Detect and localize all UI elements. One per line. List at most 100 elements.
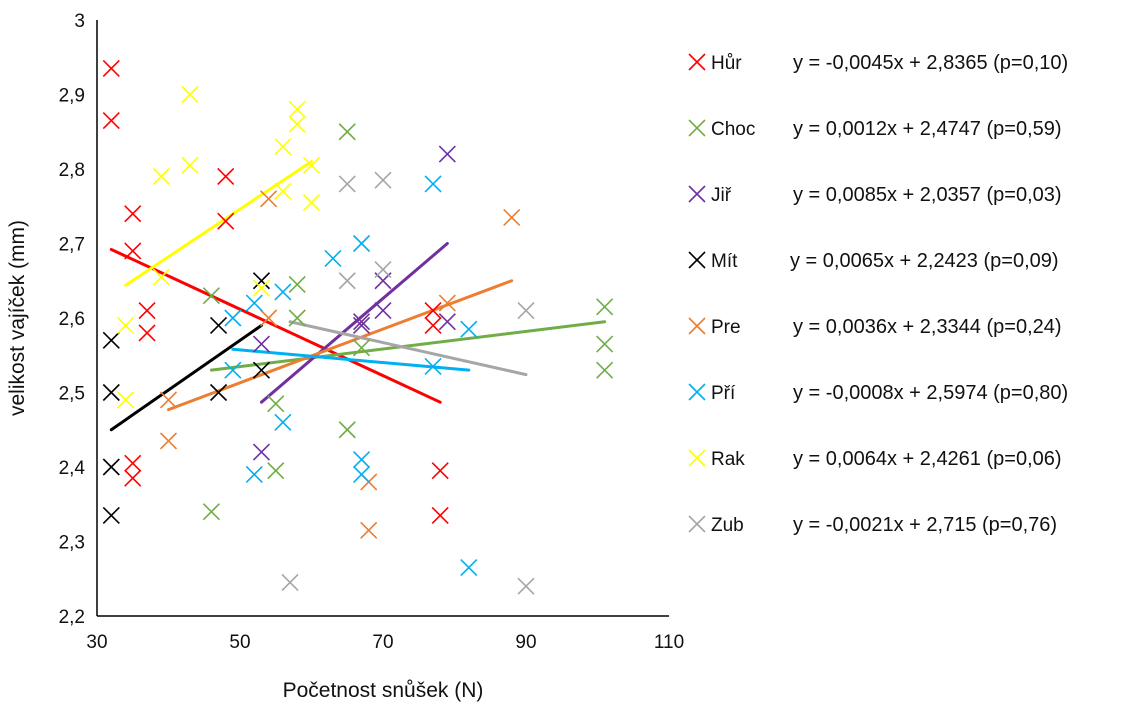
data-point bbox=[260, 190, 278, 208]
trendline-jiř bbox=[259, 242, 449, 404]
legend-marker bbox=[688, 515, 706, 533]
data-point bbox=[138, 324, 156, 342]
data-point bbox=[224, 361, 242, 379]
data-point bbox=[274, 138, 292, 156]
legend-label: Mít bbox=[711, 251, 738, 272]
trend-equation: y = 0,0065x + 2,2423 (p=0,09) bbox=[790, 250, 1059, 272]
axes: 30 50 70 90 110 2,2 2,3 2,4 2,5 2,6 2,7 2,8 2,9 3 bbox=[59, 11, 685, 653]
data-point bbox=[267, 395, 285, 413]
data-point bbox=[596, 335, 614, 353]
x-axis-title: Početnost snůšek (N) bbox=[283, 679, 484, 702]
data-point bbox=[117, 316, 135, 335]
legend-label: Rak bbox=[711, 449, 745, 470]
data-point bbox=[352, 234, 371, 253]
legend-marker bbox=[688, 449, 706, 467]
legend-marker bbox=[688, 383, 706, 401]
trendline-pre bbox=[167, 279, 514, 412]
data-point bbox=[424, 175, 442, 193]
data-point bbox=[124, 454, 142, 472]
trend-equation: y = 0,0036x + 2,3344 (p=0,24) bbox=[793, 316, 1062, 338]
x-tick-label: 70 bbox=[372, 632, 393, 653]
legend-marker bbox=[688, 119, 706, 137]
trend-equation: y = 0,0012x + 2,4747 (p=0,59) bbox=[793, 118, 1062, 140]
data-point bbox=[596, 298, 614, 316]
data-point bbox=[503, 208, 521, 226]
data-point bbox=[438, 294, 456, 312]
data-point bbox=[102, 331, 120, 349]
data-point bbox=[252, 335, 271, 353]
data-point bbox=[209, 316, 228, 335]
data-point bbox=[224, 309, 242, 327]
data-point bbox=[117, 391, 135, 409]
data-point bbox=[245, 294, 263, 312]
data-point bbox=[181, 85, 199, 104]
data-point bbox=[252, 443, 271, 461]
plot-area bbox=[102, 59, 614, 595]
data-point bbox=[288, 115, 306, 133]
x-tick-label: 90 bbox=[515, 632, 536, 653]
data-point bbox=[288, 309, 306, 327]
y-tick-label: 2,9 bbox=[59, 86, 85, 107]
y-tick-label: 3 bbox=[74, 11, 85, 32]
data-point bbox=[460, 320, 478, 338]
data-point bbox=[352, 450, 371, 469]
legend-item: Pre y = 0,0036x + 2,3344 (p=0,24) bbox=[688, 316, 1062, 338]
legend-label: Jiř bbox=[711, 185, 732, 206]
data-point bbox=[288, 275, 306, 294]
data-point bbox=[374, 171, 392, 189]
data-point bbox=[124, 469, 142, 487]
data-point bbox=[431, 462, 449, 480]
legend-item: Zub y = -0,0021x + 2,715 (p=0,76) bbox=[688, 514, 1057, 536]
y-tick-label: 2,3 bbox=[59, 533, 85, 554]
data-point bbox=[209, 383, 228, 402]
data-point bbox=[374, 301, 392, 320]
legend-item: Pří y = -0,0008x + 2,5974 (p=0,80) bbox=[688, 382, 1068, 404]
data-point bbox=[360, 521, 378, 539]
legend-label: Zub bbox=[711, 515, 744, 536]
data-point bbox=[324, 249, 342, 267]
data-point bbox=[424, 357, 442, 375]
data-point bbox=[281, 573, 299, 592]
trend-equation: y = -0,0021x + 2,715 (p=0,76) bbox=[793, 514, 1057, 536]
data-point bbox=[517, 301, 535, 320]
data-point bbox=[181, 156, 199, 174]
data-point bbox=[352, 316, 371, 335]
trend-equation: y = 0,0064x + 2,4261 (p=0,06) bbox=[793, 448, 1062, 470]
legend-marker bbox=[688, 53, 706, 71]
legend-item: Choc y = 0,0012x + 2,4747 (p=0,59) bbox=[688, 118, 1062, 140]
data-point bbox=[302, 156, 321, 174]
data-point bbox=[338, 272, 356, 290]
data-point bbox=[202, 503, 220, 521]
y-tick-label: 2,8 bbox=[59, 160, 85, 181]
legend-item: Mít y = 0,0065x + 2,2423 (p=0,09) bbox=[688, 250, 1059, 272]
data-point bbox=[352, 339, 371, 357]
data-point bbox=[424, 316, 442, 335]
data-point bbox=[274, 413, 292, 431]
data-point bbox=[338, 123, 356, 141]
data-point bbox=[352, 313, 371, 331]
data-point bbox=[431, 506, 449, 524]
data-point bbox=[102, 506, 120, 524]
data-point bbox=[274, 283, 292, 301]
data-point bbox=[438, 313, 456, 331]
y-tick-label: 2,4 bbox=[59, 458, 86, 479]
legend-label: Pří bbox=[711, 383, 736, 404]
data-point bbox=[202, 287, 220, 305]
legend: Hůr y = -0,0045x + 2,8365 (p=0,10) Choc y =… bbox=[688, 52, 1068, 536]
y-tick-label: 2,2 bbox=[59, 607, 85, 628]
trendline-mít bbox=[109, 323, 263, 432]
legend-marker bbox=[688, 317, 706, 335]
data-point bbox=[596, 361, 614, 379]
data-point bbox=[438, 145, 456, 163]
data-point bbox=[102, 458, 120, 476]
trend-equation: y = 0,0085x + 2,0357 (p=0,03) bbox=[793, 184, 1062, 206]
trendline-rak bbox=[124, 160, 313, 287]
data-point bbox=[152, 268, 170, 286]
data-point bbox=[245, 465, 263, 484]
data-point bbox=[138, 301, 156, 320]
data-point bbox=[124, 205, 142, 223]
data-point bbox=[124, 242, 142, 260]
y-axis-title: velikost vajíček (mm) bbox=[6, 220, 29, 416]
legend-item: Jiř y = 0,0085x + 2,0357 (p=0,03) bbox=[688, 184, 1062, 206]
